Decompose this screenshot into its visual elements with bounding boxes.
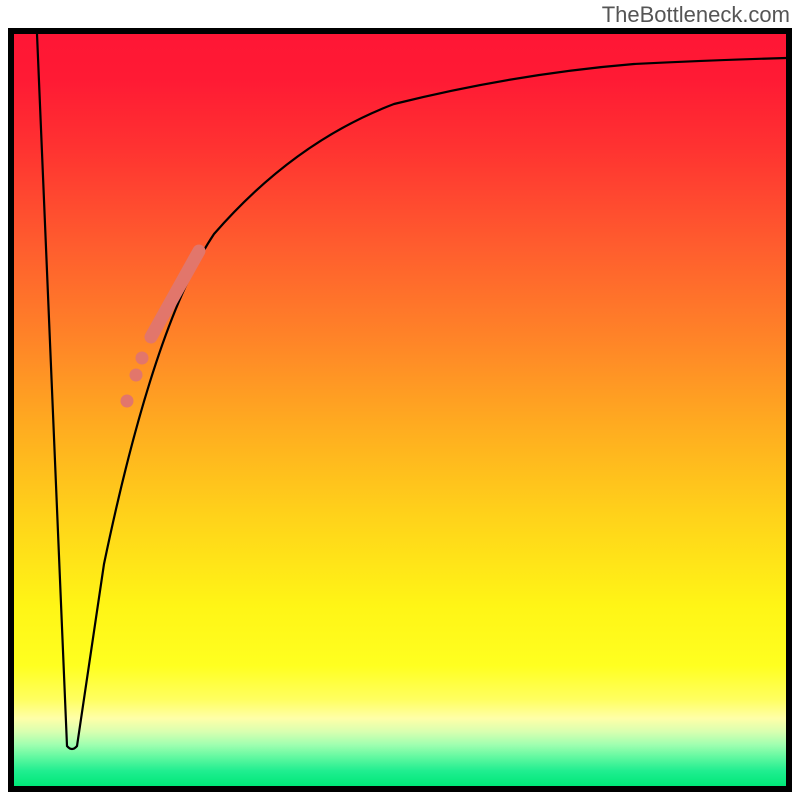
chart-curve-layer [14, 34, 786, 786]
highlight-dot [130, 369, 143, 382]
highlight-dot [136, 352, 149, 365]
watermark-text: TheBottleneck.com [602, 2, 790, 28]
highlight-dot [121, 395, 134, 408]
chart-frame [8, 28, 792, 792]
main-curve [37, 34, 786, 749]
highlight-segment [151, 251, 199, 337]
plot-area [14, 34, 786, 786]
